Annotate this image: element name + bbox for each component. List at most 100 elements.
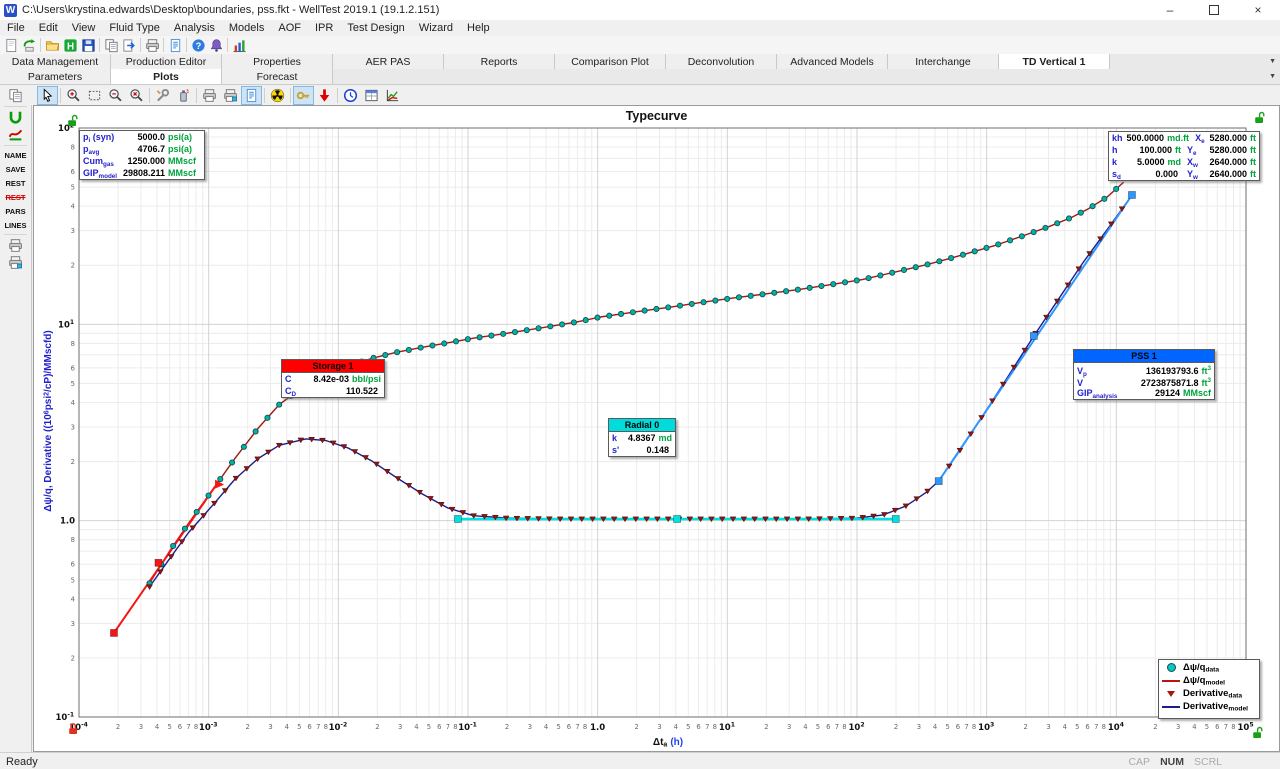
tab-deconvolution[interactable]: Deconvolution [666, 54, 777, 69]
sidebar-fmb-button[interactable] [3, 127, 28, 142]
tab-plots[interactable]: Plots [111, 69, 222, 84]
param-label: Ye [1187, 145, 1197, 158]
print-icon [145, 38, 159, 52]
tab-overflow-arrow[interactable]: ▼ [1269, 73, 1276, 80]
menu-item-test-design[interactable]: Test Design [347, 22, 405, 34]
annotation-radial-0[interactable]: Radial 0 k 4.8367 md s' 0.148 [608, 418, 676, 457]
param-value: 5280.000 [1209, 133, 1247, 143]
svg-text:5: 5 [945, 723, 949, 731]
param-label: Yw [1187, 169, 1198, 182]
download-icon [319, 89, 330, 102]
tab-interchange[interactable]: Interchange [888, 54, 999, 69]
print-button[interactable] [143, 37, 161, 53]
toolbar-separator [163, 38, 164, 52]
radioactive-button[interactable] [267, 86, 288, 105]
tab-data-management[interactable]: Data Management [0, 54, 111, 69]
axis-lock-top-right-unlocked-icon[interactable] [1253, 110, 1266, 124]
chart-canvas[interactable]: 10-4 10-3 10-2 10-1 1.0 101 102 103 104 1… [34, 106, 1279, 751]
sidebar-rest-off-button[interactable]: REST [5, 192, 26, 202]
save-button[interactable] [79, 37, 97, 53]
tools-button[interactable] [152, 86, 173, 105]
help-button[interactable]: ? [189, 37, 207, 53]
menu-item-fluid-type[interactable]: Fluid Type [109, 22, 160, 34]
print-report-button[interactable] [220, 86, 241, 105]
tab-production-editor[interactable]: Production Editor [111, 54, 222, 69]
open-folder-button[interactable] [43, 37, 61, 53]
annotation-storage-1[interactable]: Storage 1 C 8.42e-03 bbl/psi CD 110.522 [281, 359, 385, 398]
annotation-model-params-left[interactable]: pi (syn) 5000.0 psi(a) pavg 4706.7 psi(a) Cumg… [79, 130, 205, 180]
sidebar-copy-chart-button[interactable] [3, 88, 28, 103]
zoom-out-button[interactable] [105, 86, 126, 105]
annotation-model-params-right[interactable]: kh 500.0000 md.ft Xe 5280.000 ft h 100.000 ft Ye 5… [1108, 131, 1260, 181]
zoom-window-button[interactable] [84, 86, 105, 105]
x-axis-label: Δta (h) [652, 737, 684, 749]
table-button[interactable] [361, 86, 382, 105]
tab-aer-pas[interactable]: AER PAS [333, 54, 444, 69]
pointer-button[interactable] [37, 86, 58, 105]
sidebar-rest-button[interactable]: REST [5, 178, 26, 188]
annotation-pss-1[interactable]: PSS 1 Vp 136193793.6 ft3 V 2723875871.8 ft3 GIP… [1073, 349, 1215, 400]
menu-item-wizard[interactable]: Wizard [418, 22, 454, 34]
download-button[interactable] [314, 86, 335, 105]
menu-item-edit[interactable]: Edit [38, 22, 58, 34]
sidebar-name-button[interactable]: NAME [4, 150, 27, 160]
maximize-button[interactable] [1192, 0, 1236, 20]
svg-text:6: 6 [71, 168, 75, 176]
handles-storage-1[interactable] [110, 479, 225, 637]
chart-button[interactable] [230, 37, 248, 53]
tab-reports[interactable]: Reports [444, 54, 555, 69]
zoom-in-button[interactable] [63, 86, 84, 105]
copy-window-button[interactable] [102, 37, 120, 53]
axis-lock-top-left-unlocked-icon[interactable] [66, 113, 79, 127]
tab-advanced-models[interactable]: Advanced Models [777, 54, 888, 69]
annotate-button[interactable] [293, 86, 314, 105]
sidebar-divider [4, 145, 27, 146]
axis-lock-bottom-left-locked-icon[interactable] [67, 721, 80, 735]
analysis-line-storage-1[interactable] [113, 486, 216, 634]
export-button[interactable] [120, 37, 138, 53]
sidebar-lines-button[interactable]: LINES [4, 220, 27, 230]
tab-td-vertical-1[interactable]: TD Vertical 1 [999, 54, 1110, 69]
report-button[interactable] [166, 37, 184, 53]
sidebar-typecurve-button[interactable] [3, 110, 28, 125]
menu-item-view[interactable]: View [71, 22, 96, 34]
zoom-reset-button[interactable] [126, 86, 147, 105]
menu-item-aof[interactable]: AOF [278, 22, 301, 34]
menu-item-ipr[interactable]: IPR [314, 22, 334, 34]
svg-text:7: 7 [964, 723, 968, 731]
sidebar-print-button[interactable] [3, 238, 28, 253]
handles-radial-0[interactable] [454, 515, 900, 523]
menu-item-help[interactable]: Help [467, 22, 490, 34]
defaults-button[interactable] [173, 86, 194, 105]
svg-text:3: 3 [1176, 723, 1180, 731]
minimize-button[interactable]: – [1166, 3, 1174, 17]
tab-parameters[interactable]: Parameters [0, 69, 111, 84]
title-bar: W C:\Users\krystina.edwards\Desktop\boun… [0, 0, 1280, 21]
typecurve-chart[interactable]: Typecurve Δψ/q, Derivative ((106psi2/cP)… [33, 105, 1280, 752]
menu-item-models[interactable]: Models [228, 22, 265, 34]
axis-lock-bottom-right-unlocked-icon[interactable] [1251, 725, 1264, 739]
annotation-cell: sd 0.000 [1109, 168, 1184, 184]
harmony-button[interactable]: H [61, 37, 79, 53]
report-button[interactable] [241, 86, 262, 105]
tab-forecast[interactable]: Forecast [222, 69, 333, 84]
handles-pss-1[interactable] [934, 191, 1136, 485]
sidebar-print-color-button[interactable] [3, 255, 28, 270]
print-button[interactable] [199, 86, 220, 105]
tab-comparison-plot[interactable]: Comparison Plot [555, 54, 666, 69]
tab-properties[interactable]: Properties [222, 54, 333, 69]
tab-overflow-arrow[interactable]: ▼ [1269, 58, 1276, 65]
menu-item-analysis[interactable]: Analysis [173, 22, 215, 34]
clock-button[interactable] [340, 86, 361, 105]
param-value: 5280.000 [1209, 145, 1247, 155]
sidebar-pars-button[interactable]: PARS [5, 206, 26, 216]
export-chart-button[interactable] [382, 86, 403, 105]
annotation-cell: Cumgas 1250.000 MMscf [80, 155, 204, 171]
menu-item-file[interactable]: File [7, 22, 25, 34]
wizard-button[interactable] [207, 37, 225, 53]
new-file-button[interactable] [2, 37, 20, 53]
app-icon: W [4, 3, 17, 17]
import-button[interactable] [20, 37, 38, 53]
close-button[interactable]: × [1254, 3, 1262, 17]
sidebar-save-button[interactable]: SAVE [5, 164, 26, 174]
